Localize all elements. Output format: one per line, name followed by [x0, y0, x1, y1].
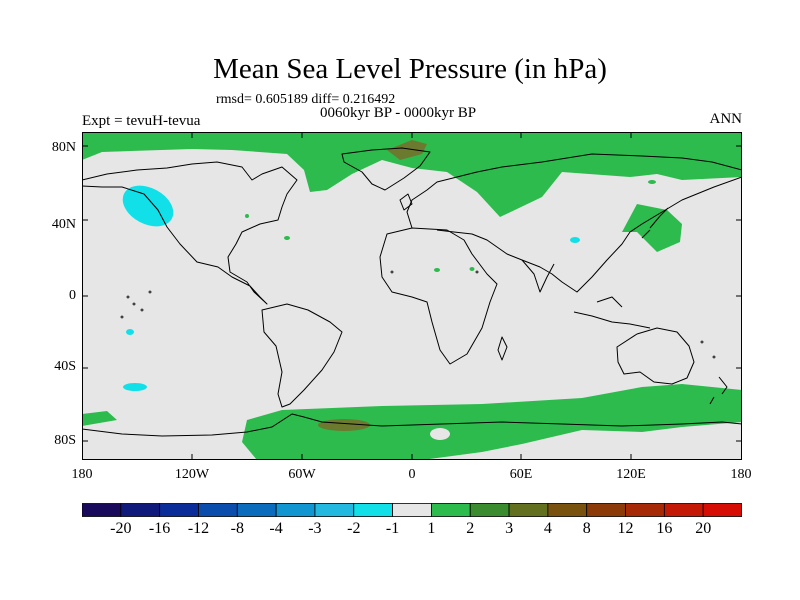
colorbar-box — [120, 503, 161, 517]
new-zealand-coast — [709, 376, 728, 405]
islands — [120, 270, 716, 359]
season-label: ANN — [709, 111, 743, 127]
colorbar-label: -1 — [385, 520, 400, 537]
antarctic-gray-pocket — [430, 428, 450, 440]
tropical-pacific-negative-region — [126, 329, 134, 335]
colorbar-box — [586, 503, 626, 517]
africa-coast — [379, 227, 498, 365]
coastlines — [82, 147, 742, 437]
colorbar-label: 2 — [466, 520, 475, 537]
japan-coast — [641, 207, 669, 239]
eurasia-coast — [406, 153, 742, 229]
colorbar-box — [392, 503, 432, 517]
north-america-coast — [82, 161, 298, 305]
colorbar-box — [508, 503, 549, 517]
small-positive-blob — [434, 268, 440, 272]
east-asia-positive-region — [622, 204, 682, 252]
lon-label-180w: 180 — [71, 467, 93, 482]
lon-label-60e: 60E — [509, 467, 533, 482]
experiment-label: Expt = tevuH-tevua — [82, 113, 201, 129]
lon-label-180e: 180 — [730, 467, 752, 482]
madagascar-coast — [497, 336, 508, 361]
colorbar-label: -16 — [148, 520, 171, 537]
greenland-coast — [341, 147, 431, 191]
antarctic-strong-region — [318, 419, 370, 431]
indonesia-coast — [573, 296, 651, 329]
colorbar-box — [702, 503, 742, 517]
colorbar-box — [547, 503, 588, 517]
colorbar-label: -12 — [187, 520, 210, 537]
lat-label-40n: 40N — [51, 217, 76, 232]
colorbar-box — [625, 503, 665, 517]
greenland-strong-region — [387, 140, 427, 160]
colorbar-box — [353, 503, 393, 517]
north-pacific-negative-region — [122, 185, 174, 227]
colorbar-label: 3 — [505, 520, 514, 537]
colorbar-label: 8 — [582, 520, 591, 537]
colorbar — [82, 503, 742, 517]
colorbar-box — [431, 503, 471, 517]
antarctica-coast — [82, 413, 742, 437]
strong-positive-regions — [318, 140, 427, 431]
colorbar-label: 16 — [656, 520, 673, 537]
colorbar-label: -20 — [110, 520, 132, 537]
lon-label-60w: 60W — [288, 467, 316, 482]
india-coast — [521, 259, 555, 293]
axis-ticks — [82, 132, 742, 460]
colorbar-label: 20 — [695, 520, 712, 537]
lat-label-80s: 80S — [54, 433, 76, 448]
south-pacific-negative-region — [123, 383, 147, 391]
australia-coast — [616, 327, 695, 385]
colorbar-box — [314, 503, 355, 517]
plot-title: Mean Sea Level Pressure (in hPa) — [213, 53, 607, 85]
small-positive-blob — [245, 214, 249, 218]
colorbar-label: 4 — [543, 520, 552, 537]
uk-coast — [399, 193, 413, 211]
lat-label-80n: 80N — [51, 140, 76, 155]
lat-label-0: 0 — [69, 288, 76, 303]
period-text: 0060kyr BP - 0000kyr BP — [320, 105, 477, 121]
colorbar-label: -4 — [269, 520, 283, 537]
colorbar-label: -3 — [308, 520, 322, 537]
small-positive-blob — [648, 180, 656, 184]
negative-anomaly-regions — [122, 185, 580, 391]
arctic-positive-region — [82, 132, 742, 217]
colorbar-box — [159, 503, 199, 517]
small-positive-blob — [284, 236, 290, 240]
small-positive-blob — [469, 267, 475, 271]
lon-label-120w: 120W — [174, 467, 210, 482]
lat-label-40s: 40S — [54, 359, 76, 374]
colorbar-label: -2 — [347, 520, 361, 537]
colorbar-box — [469, 503, 510, 517]
southern-ocean-positive-region — [82, 411, 117, 426]
colorbar-box — [198, 503, 238, 517]
east-asia-negative-region — [570, 237, 580, 243]
colorbar-box — [236, 503, 277, 517]
colorbar-box — [663, 503, 704, 517]
south-america-coast — [261, 303, 343, 408]
colorbar-label: 1 — [427, 520, 436, 537]
lon-label-0: 0 — [408, 467, 416, 482]
map-plot — [82, 132, 742, 460]
stats-text: rmsd= 0.605189 diff= 0.216492 — [216, 92, 396, 107]
east-asia-coast — [436, 176, 742, 293]
lon-label-120e: 120E — [616, 467, 646, 482]
colorbar-box — [275, 503, 316, 517]
colorbar-label: -8 — [230, 520, 244, 537]
colorbar-box — [82, 503, 122, 517]
colorbar-label: 12 — [617, 520, 634, 537]
